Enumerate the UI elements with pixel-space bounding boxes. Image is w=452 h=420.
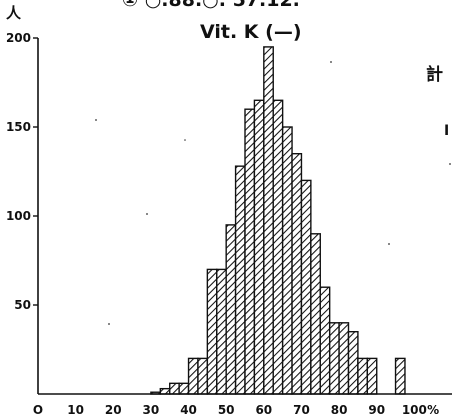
y-tick-label-2: 150 [6,120,31,134]
histogram-bar-1 [159,387,171,395]
histogram-bar-19 [328,322,340,395]
histogram-bar-24 [394,357,406,395]
histogram-bar-20 [338,322,350,395]
x-tick-label-10: 100 [402,403,427,417]
x-tick-label-6: 60 [255,403,272,417]
x-tick-label-8: 80 [331,403,348,417]
histogram-bar-14 [281,126,293,395]
histogram-bar-13 [272,99,284,395]
histogram-bar-15 [291,152,303,395]
histogram-bar-5 [197,357,209,395]
histogram-bar-7 [216,268,227,395]
x-tick-label-0: O [33,403,43,417]
x-tick-label-2: 20 [105,403,122,417]
header-top-line: ① ○.88.○. 57.12. [122,0,300,11]
histogram-bar-16 [300,179,312,395]
histogram-bar-9 [234,165,246,395]
histogram-bar-4 [187,357,199,395]
histogram-bar-3 [178,382,190,395]
x-tick-label-11: % [427,403,439,417]
histogram-bar-23 [366,357,378,395]
histogram-bar-11 [253,99,265,395]
histogram-bar-18 [319,286,331,395]
y-tick-label-3: 200 [6,31,31,45]
x-tick-label-7: 70 [293,403,310,417]
histogram-bar-21 [347,331,359,395]
bars-group [150,46,406,395]
histogram-bar-17 [310,233,321,395]
histogram-bar-6 [206,268,218,395]
x-tick-label-3: 30 [143,403,160,417]
y-tick-label-1: 100 [6,209,31,223]
y-ticks-group: 50 100 150 200 [6,31,38,312]
chart-title: Vit. K (—) [200,21,302,43]
histogram-bar-22 [357,357,369,395]
y-unit-label: 人 [6,4,22,22]
histogram-bar-8 [225,224,237,395]
histogram-bar-10 [244,108,256,395]
side-label-mark: I [444,123,449,139]
histogram-bar-2 [169,382,180,395]
x-tick-label-1: 10 [67,403,84,417]
x-tick-label-9: 90 [368,403,385,417]
x-tick-label-4: 40 [180,403,197,417]
scan-specks [95,61,451,325]
histogram-bar-12 [263,46,274,395]
x-ticks-group: O 10 20 30 40 50 60 70 80 90 100% [33,403,439,417]
side-label-total: 計 [426,64,443,85]
x-tick-label-5: 50 [218,403,235,417]
y-tick-label-0: 50 [14,298,31,312]
